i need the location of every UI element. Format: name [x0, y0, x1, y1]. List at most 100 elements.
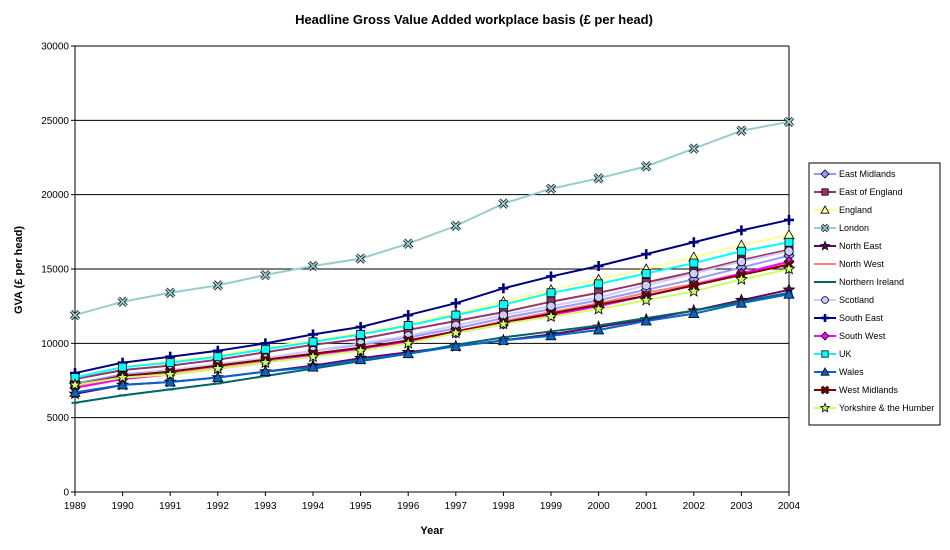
data-point: [212, 371, 224, 382]
data-point: [688, 307, 700, 319]
legend-label: North West: [839, 259, 884, 269]
series-line: [74, 288, 790, 395]
data-point: [820, 223, 830, 233]
data-point: [211, 361, 225, 375]
data-point: [496, 317, 510, 330]
y-tick-label: 10000: [41, 339, 69, 350]
data-point: [545, 330, 557, 341]
data-point: [164, 376, 176, 387]
data-point: [593, 173, 604, 184]
data-point: [546, 288, 556, 298]
data-point: [116, 370, 130, 384]
data-point: [737, 246, 746, 256]
data-point: [784, 214, 794, 225]
data-point: [69, 386, 81, 397]
x-tick-label: 1989: [64, 501, 87, 512]
data-point: [450, 220, 461, 232]
data-point: [163, 367, 177, 381]
legend-item: East of England: [814, 187, 903, 197]
data-point: [450, 298, 461, 309]
x-tick-label: 2002: [683, 501, 706, 512]
data-point: [546, 271, 556, 282]
data-point: [117, 296, 128, 307]
data-point: [736, 225, 747, 236]
y-tick-label: 15000: [41, 265, 69, 276]
data-point: [784, 246, 794, 256]
series-south-east: [70, 214, 794, 379]
series-line: [74, 263, 790, 386]
legend-box: [808, 162, 941, 426]
x-tick-label: 1994: [302, 501, 325, 512]
data-point: [784, 237, 794, 247]
data-point: [355, 253, 366, 264]
data-point: [116, 379, 129, 390]
legend-label: Wales: [839, 367, 864, 377]
y-tick-label: 0: [63, 488, 69, 499]
chart-title: Headline Gross Value Added workplace bas…: [295, 12, 653, 27]
series-yorkshire-the-humber: [68, 262, 796, 391]
data-point: [403, 321, 413, 330]
data-point: [688, 143, 699, 154]
data-point: [307, 361, 319, 372]
data-point: [69, 309, 81, 321]
legend-item: South East: [814, 313, 884, 323]
data-point: [820, 331, 830, 341]
data-point: [165, 358, 175, 368]
legend-item: West Midlands: [814, 385, 898, 395]
data-point: [820, 385, 830, 395]
data-point: [118, 362, 127, 372]
legend-item: Scotland: [814, 295, 874, 305]
data-point: [258, 355, 272, 369]
legend-label: Scotland: [839, 295, 874, 305]
series-line: [74, 218, 790, 375]
data-point: [260, 269, 271, 281]
data-point: [498, 198, 509, 209]
data-point: [260, 344, 270, 354]
y-tick-label: 20000: [41, 190, 69, 201]
y-tick-label: 30000: [41, 42, 69, 53]
data-point: [403, 238, 414, 249]
legend-item: England: [814, 205, 872, 215]
data-point: [403, 310, 414, 321]
x-tick-label: 1995: [349, 501, 372, 512]
legend-label: East Midlands: [839, 169, 896, 179]
data-point: [498, 300, 508, 310]
legend-label: North East: [839, 241, 882, 251]
series-line: [74, 293, 790, 394]
data-point: [783, 288, 795, 299]
data-point: [212, 280, 223, 291]
data-point: [593, 261, 604, 272]
data-point: [544, 309, 558, 323]
data-point: [450, 340, 462, 351]
x-tick-label: 1993: [254, 501, 277, 512]
data-point: [735, 297, 748, 308]
data-point: [734, 272, 748, 285]
x-tick-label: 1998: [492, 501, 515, 512]
data-point: [307, 260, 319, 272]
y-tick-label: 25000: [41, 116, 69, 127]
data-point: [688, 237, 699, 248]
data-point: [783, 116, 795, 127]
legend-label: Northern Ireland: [839, 277, 904, 287]
x-axis-label: Year: [420, 525, 444, 537]
data-point: [782, 262, 796, 275]
legend-label: South West: [839, 331, 886, 341]
data-point: [640, 315, 652, 326]
data-point: [545, 183, 557, 194]
y-tick-label: 5000: [47, 413, 70, 424]
data-point: [820, 205, 830, 214]
data-point: [306, 349, 320, 363]
x-tick-label: 2003: [730, 501, 753, 512]
legend-item: Wales: [814, 367, 864, 377]
data-point: [819, 402, 831, 413]
data-point: [451, 310, 461, 320]
legend-item: Northern Ireland: [814, 277, 904, 287]
series-uk: [70, 237, 794, 382]
data-point: [736, 256, 747, 267]
data-point: [689, 258, 699, 268]
plot-area: 0 5000 10000 15000 20000 25000 30000 1989 1990 19…: [41, 42, 800, 513]
data-point: [820, 367, 830, 376]
x-tick-label: 2004: [778, 501, 801, 512]
data-point: [821, 350, 829, 358]
